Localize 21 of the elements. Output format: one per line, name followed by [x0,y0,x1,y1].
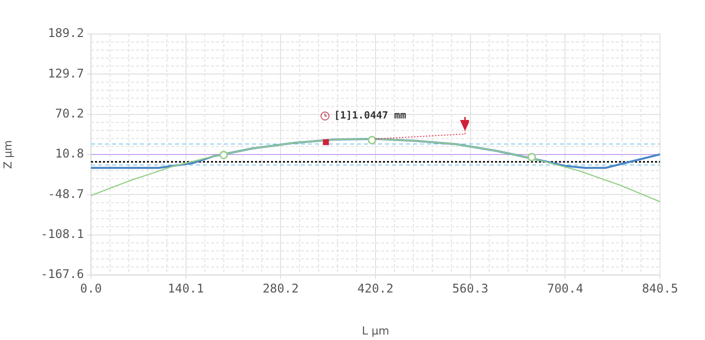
y-tick-label: -108.1 [40,226,84,241]
x-tick-label: 140.1 [168,281,204,296]
point [322,139,329,146]
annotation: [1]1.0447 mm [334,110,406,122]
x-tick-label: 0.0 [80,281,102,296]
y-tick-label: 70.2 [55,106,84,121]
x-axis-title: L μm [362,324,390,338]
y-tick-label: -48.7 [48,186,84,201]
x-tick-label: 280.2 [262,281,299,296]
x-tick-label: 840.5 [642,281,678,296]
point [368,136,376,144]
x-tick-label: 420.2 [357,281,394,296]
y-tick-label: -167.6 [40,267,84,282]
point [527,152,536,162]
point [219,150,228,160]
y-tick-label: 129.7 [48,66,84,80]
x-tick-label: 560.3 [452,281,488,296]
y-tick-label: 189.2 [48,26,84,40]
y-axis-title: Z μm [1,140,14,169]
y-tick-label: 10.8 [55,146,84,161]
x-tick-label: 700.4 [547,281,584,296]
